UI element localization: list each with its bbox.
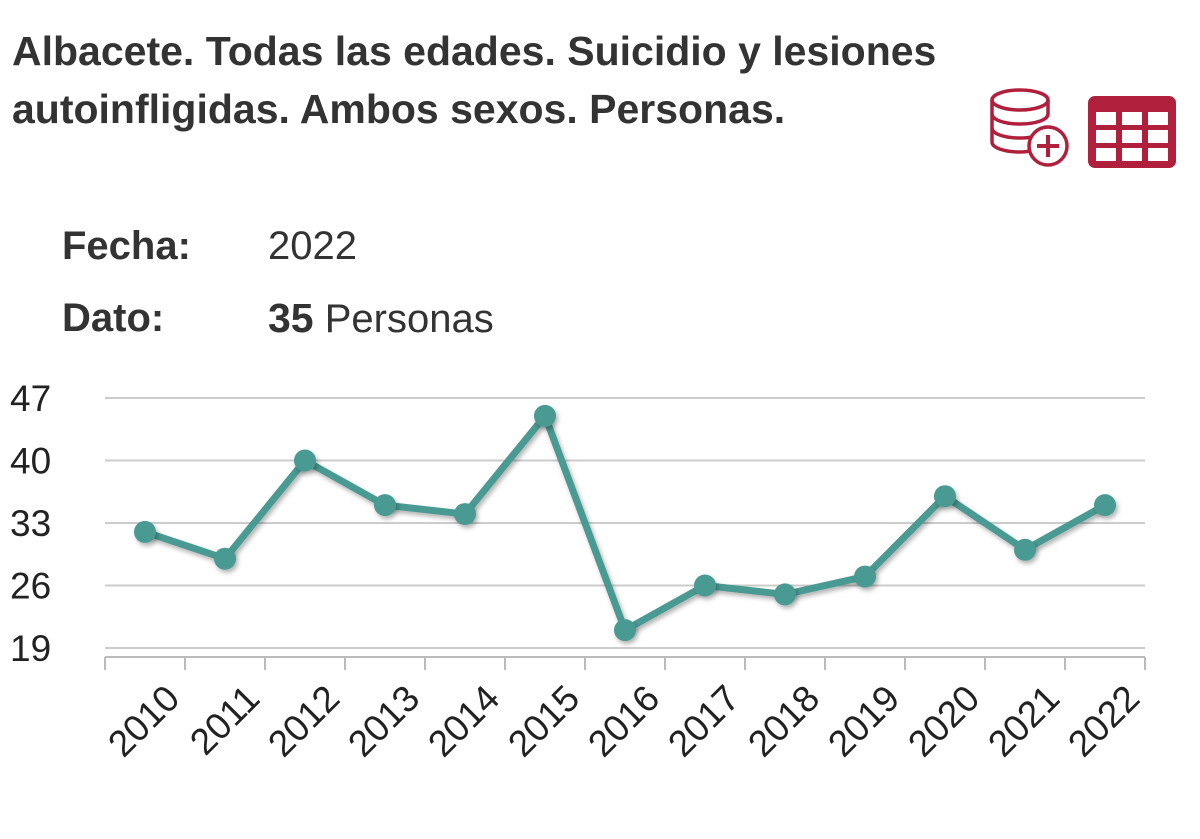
x-axis [104,656,1146,670]
data-point-2013[interactable] [374,494,396,517]
x-tick-label: 2021 [980,677,1067,764]
series-points [134,404,1116,642]
data-point-2016[interactable] [614,619,636,642]
x-tick-label: 2017 [660,677,747,764]
dato-value: 35 [268,295,314,341]
data-point-2018[interactable] [774,583,796,606]
y-tick-label: 19 [10,628,51,669]
chart-title: Albacete. Todas las edades. Suicidio y l… [12,28,937,132]
fecha-label: Fecha: [62,224,191,268]
dato-value-group: 35 Personas [268,294,494,343]
dato-label: Dato: [62,296,165,340]
data-point-2020[interactable] [934,485,956,508]
x-tick-label: 2020 [900,677,987,764]
x-tick-label: 2012 [260,677,347,764]
x-tick-labels: 2010201120122013201420152016201720182019… [100,677,1147,764]
fecha-value: 2022 [268,224,357,268]
database-plus-icon[interactable] [986,86,1072,172]
data-point-2017[interactable] [694,574,716,597]
y-tick-labels: 19 26 33 40 47 [10,378,51,669]
data-point-2019[interactable] [854,565,876,588]
data-point-2014[interactable] [454,503,476,526]
x-tick-label: 2010 [100,677,187,764]
grid-lines [105,397,1145,649]
y-tick-label: 40 [10,441,51,482]
dato-unit: Personas [324,297,494,341]
y-tick-label: 47 [10,378,51,419]
data-point-2021[interactable] [1014,538,1036,561]
x-tick-label: 2019 [820,677,907,764]
x-tick-label: 2015 [500,677,587,764]
y-tick-label: 26 [10,566,51,607]
data-point-2022[interactable] [1094,494,1116,517]
y-tick-label: 33 [10,503,51,544]
table-icon[interactable] [1088,96,1176,168]
x-tick-label: 2014 [420,677,507,764]
x-tick-label: 2018 [740,677,827,764]
data-point-2012[interactable] [294,449,316,472]
x-tick-label: 2016 [580,677,667,764]
data-point-2011[interactable] [214,547,236,570]
x-tick-label: 2013 [340,677,427,764]
x-tick-label: 2022 [1060,677,1147,764]
x-tick-label: 2011 [182,677,267,762]
data-point-2015[interactable] [534,404,556,427]
data-point-2010[interactable] [134,520,156,543]
